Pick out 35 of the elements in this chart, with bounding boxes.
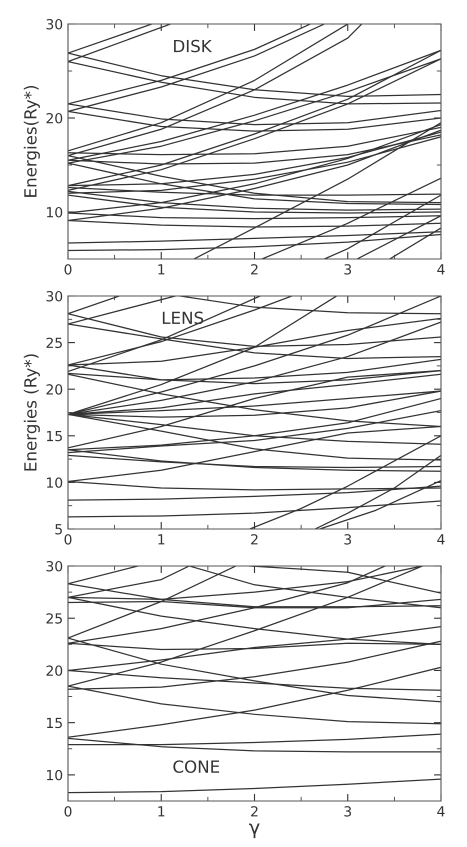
y-tick-label: 10 <box>46 477 62 488</box>
y-tick-label: 30 <box>46 290 62 302</box>
y-tick-label: 10 <box>46 206 62 218</box>
x-tick-label: 2 <box>251 534 258 544</box>
x-axis-title: γ <box>249 823 260 838</box>
y-tick-label: 20 <box>46 665 62 676</box>
x-tick-label: 0 <box>64 264 72 275</box>
y-tick-label: 15 <box>46 430 62 442</box>
y-tick-label: 20 <box>46 112 62 124</box>
x-tick-label: 4 <box>437 264 445 274</box>
x-tick-label: 4 <box>437 806 445 816</box>
x-tick-label: 3 <box>344 534 352 545</box>
x-tick-label: 0 <box>64 534 72 545</box>
x-tick-label: 2 <box>251 264 258 274</box>
y-tick-label: 5 <box>55 524 62 534</box>
x-tick-label: 0 <box>64 806 72 817</box>
y-tick-label: 15 <box>46 718 62 728</box>
x-tick-label: 1 <box>158 264 164 274</box>
x-tick-label: 1 <box>158 806 164 816</box>
annotation: DISK <box>174 40 212 52</box>
x-tick-label: 3 <box>344 264 352 275</box>
y-tick-label: 30 <box>46 560 62 572</box>
y-tick-label: 30 <box>46 18 62 30</box>
annotation: CONE <box>173 760 220 773</box>
y-axis-title: Energies(Ry*) <box>24 86 40 197</box>
y-tick-label: 25 <box>46 613 62 624</box>
annotation: LENS <box>162 312 204 324</box>
y-tick-label: 20 <box>46 384 62 395</box>
x-tick-label: 3 <box>344 806 352 817</box>
y-tick-label: 25 <box>46 338 62 348</box>
x-tick-label: 2 <box>251 806 258 816</box>
y-tick-label: 10 <box>46 770 62 780</box>
y-axis-title: Energies (Ry*) <box>24 354 40 470</box>
x-tick-label: 1 <box>158 534 164 544</box>
x-tick-label: 4 <box>437 534 445 544</box>
